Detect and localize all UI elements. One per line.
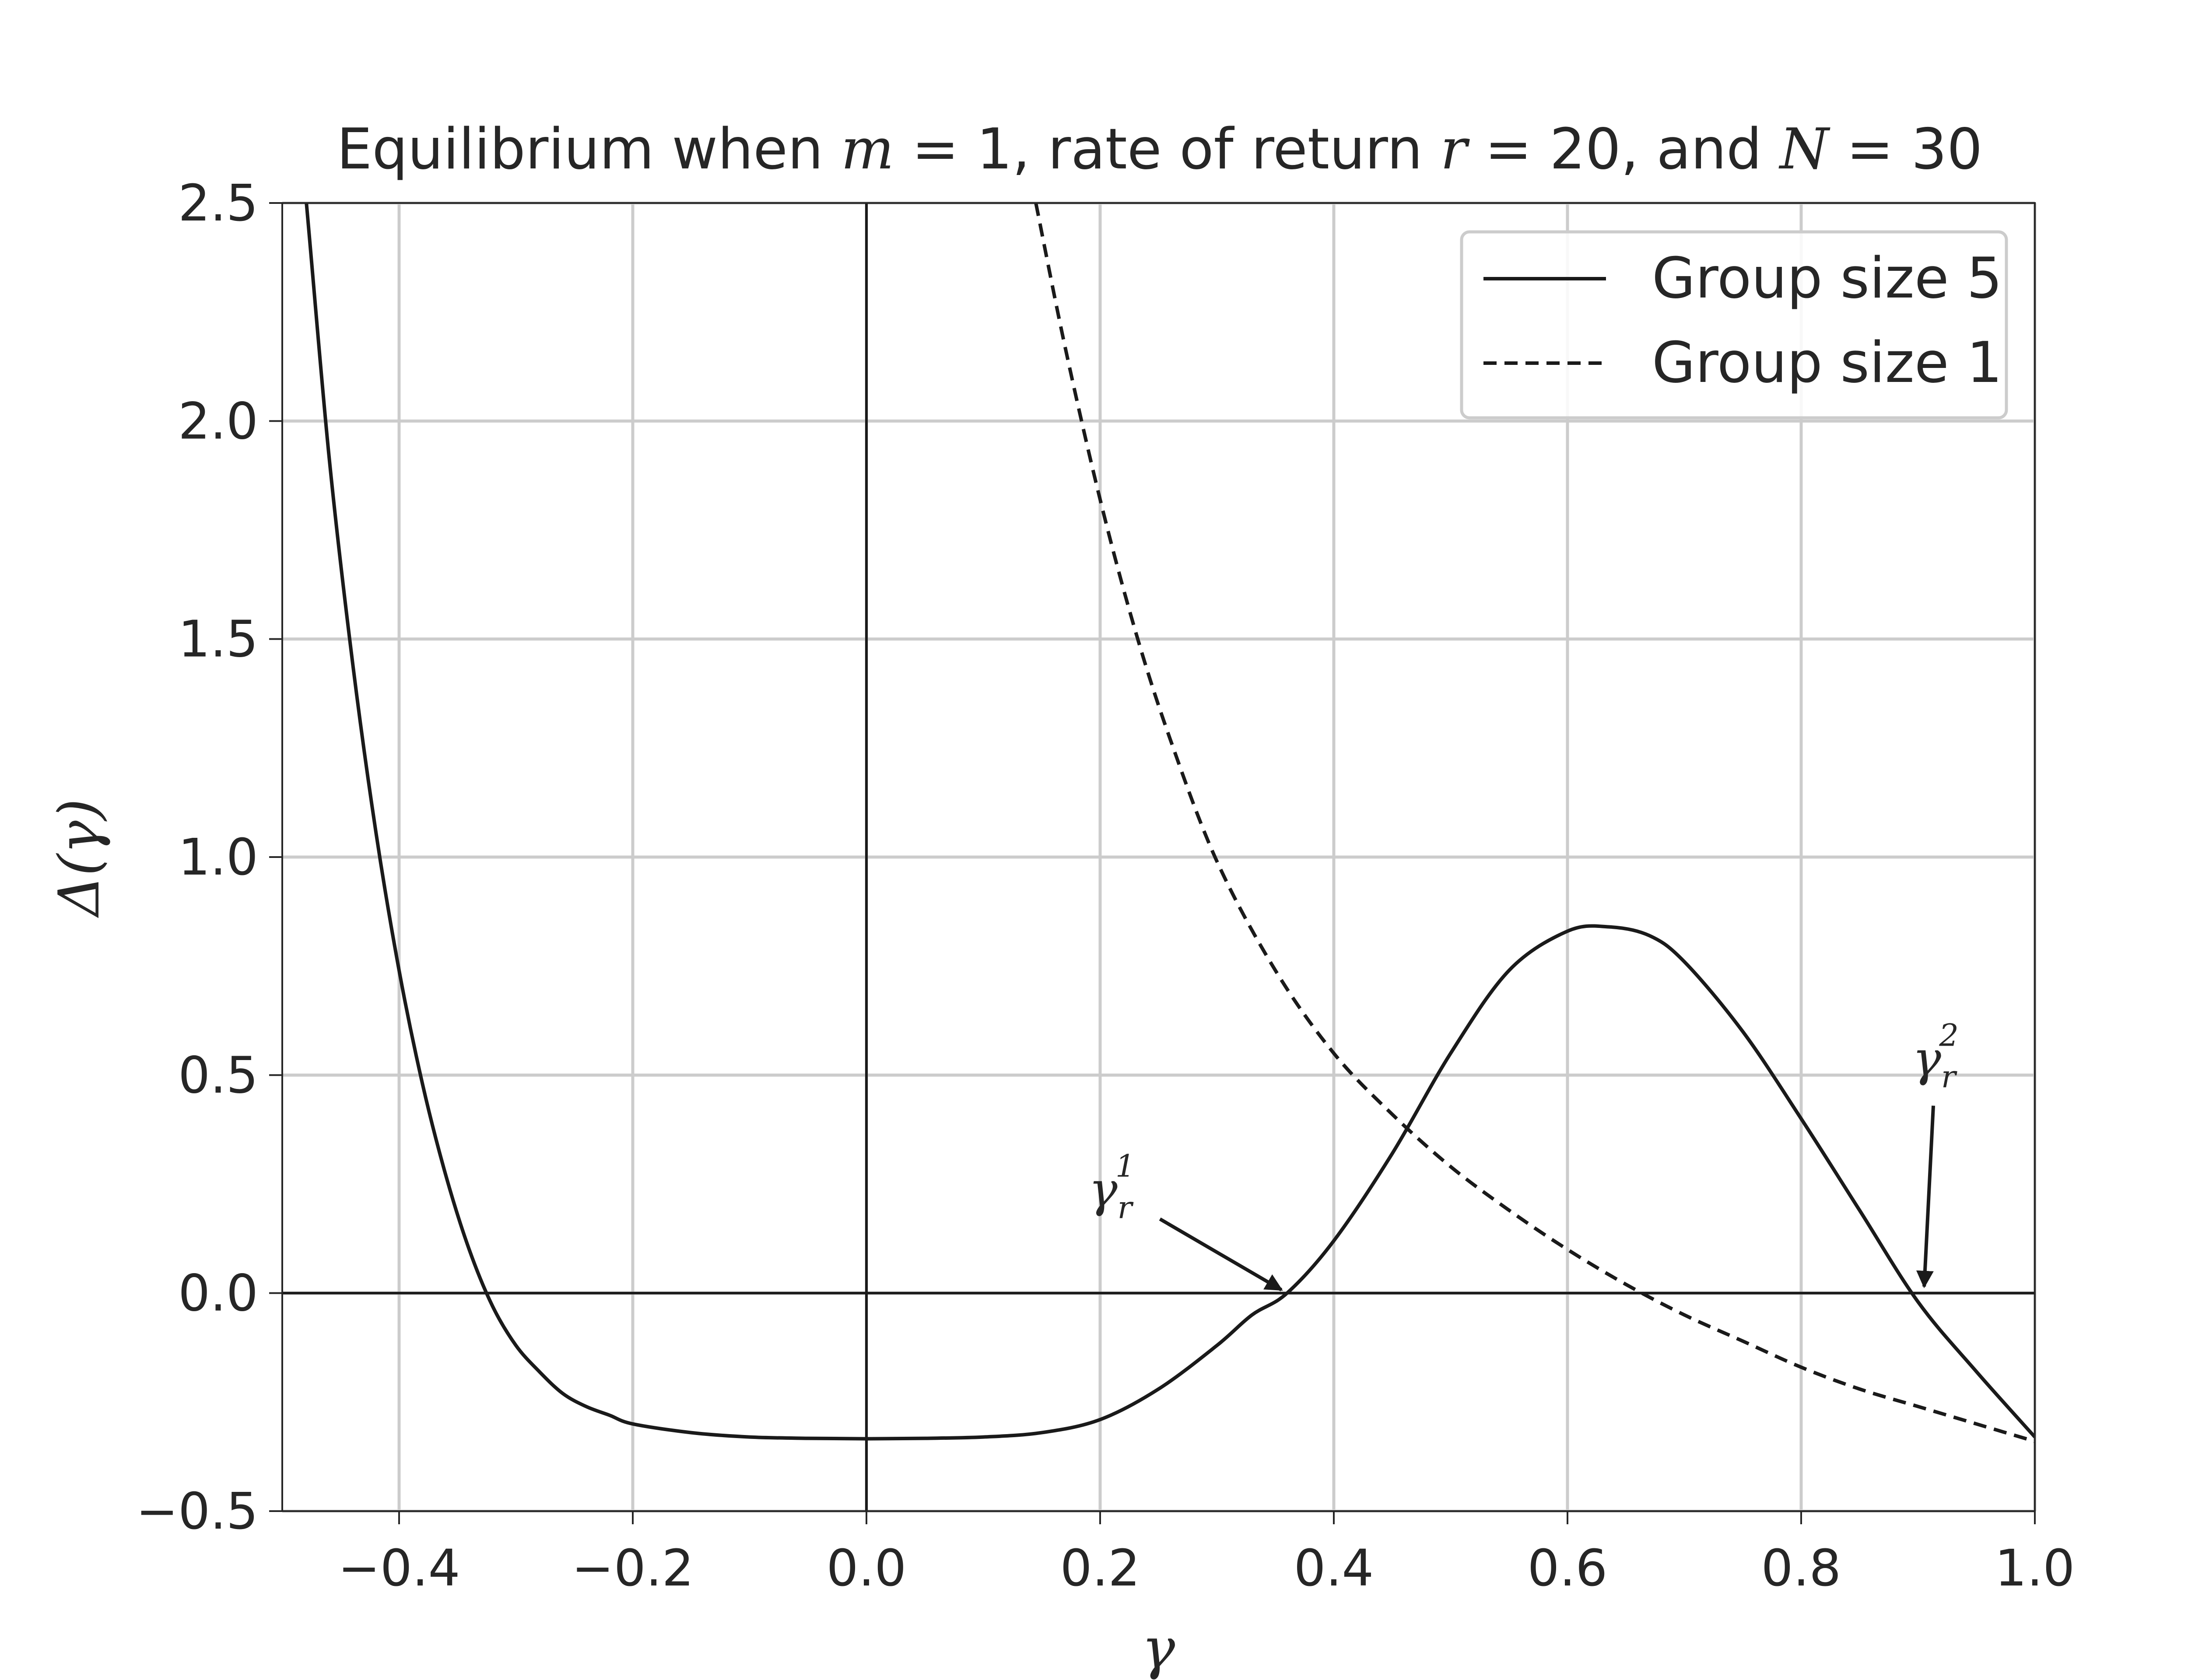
title-math-symbol: N <box>1778 117 1830 182</box>
y-tick-label: 1.0 <box>178 828 258 887</box>
x-tick-label: 0.2 <box>1060 1539 1140 1598</box>
x-axis-label: γ <box>1142 1616 1175 1680</box>
reference-lines <box>282 203 2035 1511</box>
title-text: = 20, and <box>1467 117 1780 182</box>
legend-label-series-2: Group size 1 <box>1652 330 2002 396</box>
title-text: Equilibrium when <box>337 117 841 182</box>
y-tick-label: −0.5 <box>136 1482 258 1541</box>
legend: Group size 5 Group size 1 <box>1460 230 2008 420</box>
y-tick-label: 0.0 <box>178 1264 258 1323</box>
title-text: = 30 <box>1829 117 1983 182</box>
series-line-2 <box>1034 203 2035 1443</box>
x-tick-label: 0.6 <box>1528 1539 1608 1598</box>
annotation-label-2: γr2 <box>1912 1017 1959 1095</box>
x-tick-label: −0.4 <box>338 1539 460 1598</box>
y-tick-label: 2.5 <box>178 174 258 233</box>
legend-label-series-1: Group size 5 <box>1652 246 2002 311</box>
y-axis-label: Δ(γ) <box>47 799 112 919</box>
axis-ticks: −0.4 −0.2 0.0 0.2 0.4 0.6 0.8 1.0 −0.5 0.0 0.5 1.0 1… <box>136 174 2075 1598</box>
annotation-arrow-1 <box>1159 1217 1283 1292</box>
annotations: γr1 γr2 <box>1089 1017 1959 1292</box>
x-tick-label: 0.0 <box>827 1539 907 1598</box>
x-tick-label: 0.4 <box>1294 1539 1374 1598</box>
x-tick-label: −0.2 <box>572 1539 694 1598</box>
annotation-label-1: γr1 <box>1089 1148 1135 1225</box>
y-tick-label: 1.5 <box>178 610 258 669</box>
title-math-symbol: r <box>1440 117 1470 182</box>
series-line-1 <box>305 203 2035 1441</box>
series-lines <box>305 203 2035 1443</box>
title-text: = 1, rate of return <box>894 117 1440 182</box>
y-tick-label: 2.0 <box>178 392 258 451</box>
chart-title: Equilibrium when m = 1, rate of return r… <box>337 117 1983 182</box>
title-math-symbol: m <box>841 117 894 182</box>
annotation-arrow-2 <box>1916 1106 1936 1288</box>
x-tick-label: 0.8 <box>1761 1539 1841 1598</box>
y-tick-label: 0.5 <box>178 1046 258 1105</box>
x-tick-label: 1.0 <box>1995 1539 2075 1598</box>
